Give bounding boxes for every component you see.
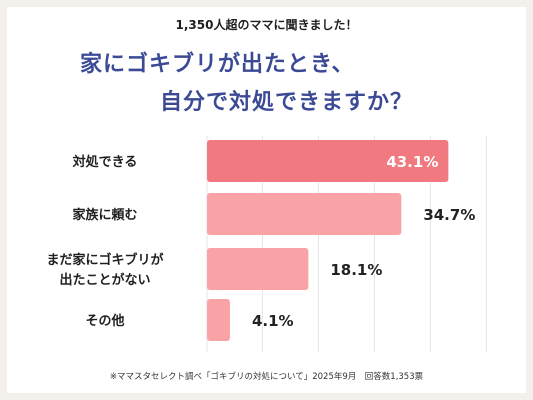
value-label: 4.1% bbox=[252, 312, 294, 330]
source-note: ※ママスタセレクト調べ「ゴキブリの対処について」2025年9月 回答数1,353… bbox=[109, 372, 424, 382]
category-label: 家族に頼む bbox=[72, 207, 137, 223]
value-label: 43.1% bbox=[386, 153, 438, 171]
value-label: 34.7% bbox=[423, 206, 475, 224]
bar bbox=[207, 193, 402, 235]
bar bbox=[207, 248, 309, 290]
page-title-line2: 自分で対処できますか？ bbox=[160, 90, 414, 115]
page-title-line1: 家にゴキブリが出たとき、 bbox=[80, 52, 355, 77]
value-label: 18.1% bbox=[330, 261, 382, 279]
category-label: 対処できる bbox=[72, 154, 138, 170]
survey-note: 1,350人超のママに聞きました！ bbox=[175, 18, 358, 32]
bar bbox=[207, 140, 449, 182]
category-label: まだ家にゴキブリが出たことがない bbox=[46, 252, 163, 288]
bar bbox=[207, 299, 230, 341]
category-label: その他 bbox=[85, 313, 124, 329]
